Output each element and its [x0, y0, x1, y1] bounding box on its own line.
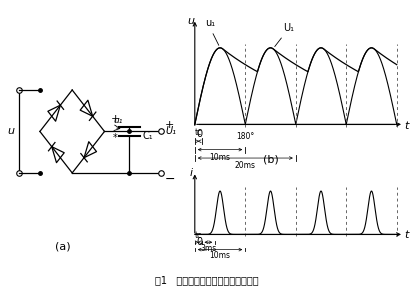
Text: U₁: U₁ [165, 127, 176, 136]
Text: t: t [405, 121, 409, 131]
Text: *: * [113, 133, 117, 143]
Text: +: + [111, 114, 121, 123]
Text: tс: tс [195, 128, 202, 137]
Text: 0: 0 [197, 129, 203, 139]
Text: (a): (a) [55, 241, 71, 251]
Text: u₁: u₁ [205, 18, 219, 45]
Text: −: − [164, 172, 175, 185]
Text: 10ms: 10ms [209, 153, 230, 162]
Text: U₁: U₁ [275, 23, 294, 46]
Text: 图1   整流滤波电压及整流电流的波形: 图1 整流滤波电压及整流电流的波形 [155, 276, 258, 286]
Text: (b): (b) [263, 154, 278, 164]
Text: u₁: u₁ [113, 116, 122, 125]
Text: 0: 0 [197, 237, 203, 247]
Text: tс: tс [195, 231, 202, 240]
Text: C₁: C₁ [142, 131, 153, 141]
Text: 180°: 180° [236, 132, 254, 141]
Text: u: u [7, 127, 14, 136]
Text: t: t [405, 230, 409, 240]
Text: i: i [189, 168, 192, 178]
Text: u: u [187, 16, 194, 26]
Text: 10ms: 10ms [209, 251, 230, 260]
Text: 3ms: 3ms [200, 244, 216, 253]
Text: +: + [164, 120, 174, 130]
Text: 20ms: 20ms [235, 161, 256, 170]
